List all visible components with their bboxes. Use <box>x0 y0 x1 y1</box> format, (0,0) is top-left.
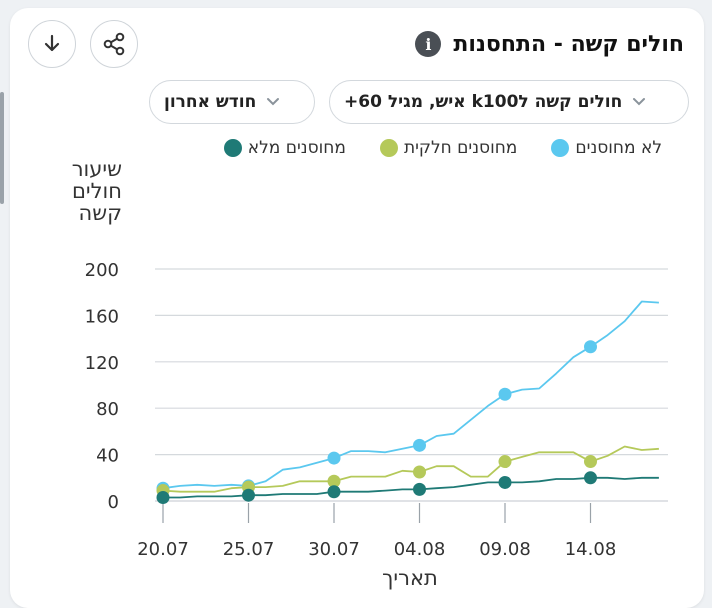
y-tick-label: 80 <box>96 399 119 420</box>
download-icon <box>44 34 60 52</box>
x-axis-title: תאריך <box>382 566 438 590</box>
data-point-2[interactable] <box>242 488 255 502</box>
header: חולים קשה - התחסנות i <box>415 28 684 60</box>
y-tick-label: 200 <box>85 260 119 281</box>
legend-label: מחוסנים חלקית <box>403 138 518 158</box>
download-button[interactable] <box>28 20 76 68</box>
data-point-0[interactable] <box>413 438 426 452</box>
legend-swatch <box>223 139 242 157</box>
period-dropdown-label: חודש אחרון <box>164 92 257 112</box>
share-icon <box>103 32 125 56</box>
data-point-2[interactable] <box>413 482 426 496</box>
chart-legend: לא מחוסנים מחוסנים חלקית מחוסנים מלא <box>223 136 662 160</box>
x-tick-label: 09.08 <box>479 539 531 560</box>
data-point-2[interactable] <box>156 491 170 505</box>
data-point-0[interactable] <box>327 451 341 465</box>
scroll-indicator[interactable] <box>0 92 4 204</box>
legend-label: מחוסנים מלא <box>247 138 346 158</box>
data-point-0[interactable] <box>498 387 512 401</box>
legend-item-full[interactable]: מחוסנים מלא <box>223 138 346 158</box>
data-point-1[interactable] <box>584 455 597 469</box>
chevron-down-icon <box>632 97 646 107</box>
legend-item-unvaccinated[interactable]: לא מחוסנים <box>551 138 662 158</box>
chevron-down-icon <box>266 97 280 107</box>
x-tick-label: 04.08 <box>394 539 446 560</box>
x-tick-label: 20.07 <box>137 539 189 560</box>
page-title: חולים קשה - התחסנות <box>453 31 684 57</box>
y-axis-title: שיעור חולים קשה <box>71 157 122 225</box>
x-tick-label: 30.07 <box>308 539 360 560</box>
metric-dropdown[interactable]: חולים קשה לk100 איש, מגיל 60+ <box>329 80 689 124</box>
period-dropdown[interactable]: חודש אחרון <box>149 80 315 124</box>
y-tick-label: 0 <box>108 492 119 513</box>
data-point-2[interactable] <box>498 475 512 489</box>
legend-swatch <box>379 139 398 157</box>
share-button[interactable] <box>90 20 138 68</box>
legend-label: לא מחוסנים <box>575 138 662 158</box>
x-tick-label: 14.08 <box>565 539 617 560</box>
legend-item-partial[interactable]: מחוסנים חלקית <box>379 138 518 158</box>
y-tick-label: 40 <box>96 446 119 467</box>
data-point-0[interactable] <box>584 340 597 354</box>
legend-swatch <box>551 139 570 157</box>
data-point-1[interactable] <box>498 455 512 469</box>
data-point-2[interactable] <box>584 471 597 485</box>
data-point-1[interactable] <box>413 465 426 479</box>
x-tick-label: 25.07 <box>223 539 275 560</box>
info-icon[interactable]: i <box>415 31 442 57</box>
y-tick-label: 160 <box>85 306 119 327</box>
y-tick-label: 120 <box>85 353 119 374</box>
data-point-1[interactable] <box>327 474 341 488</box>
data-point-2[interactable] <box>327 485 341 499</box>
metric-dropdown-label: חולים קשה לk100 איש, מגיל 60+ <box>344 92 623 112</box>
